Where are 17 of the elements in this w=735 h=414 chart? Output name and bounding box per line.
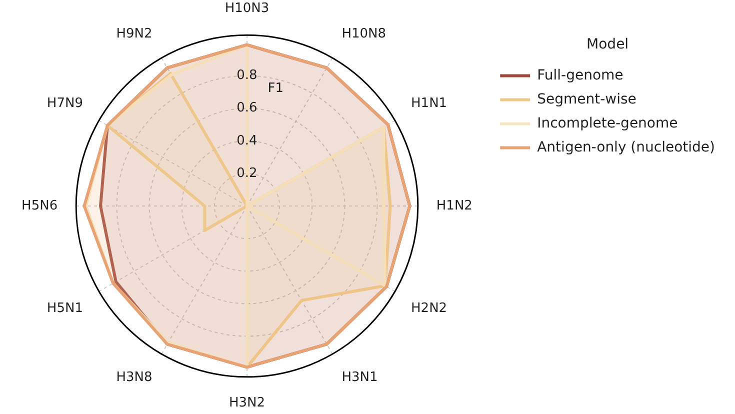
spoke-label: H9N2 bbox=[116, 26, 152, 42]
spoke-label: H7N9 bbox=[46, 96, 83, 111]
spoke-label: H1N2 bbox=[436, 198, 472, 214]
legend-label: Segment-wise bbox=[537, 91, 636, 108]
spoke-label: H10N8 bbox=[342, 26, 386, 42]
spoke-label: H3N2 bbox=[228, 396, 266, 411]
spoke-label: H3N1 bbox=[342, 370, 378, 386]
legend-label: Full-genome bbox=[537, 67, 624, 84]
spoke-label: H1N1 bbox=[411, 96, 448, 111]
spoke-label: H2N2 bbox=[411, 300, 448, 316]
legend-title: Model bbox=[586, 36, 629, 53]
legend-label: Incomplete-genome bbox=[537, 115, 678, 132]
spoke-label: H10N3 bbox=[224, 1, 270, 16]
spoke-label: H5N1 bbox=[46, 300, 83, 316]
spoke-label: H3N8 bbox=[116, 370, 152, 386]
legend-label: Antigen-only (nucleotide) bbox=[537, 139, 716, 156]
spoke-label: H5N6 bbox=[22, 198, 58, 214]
